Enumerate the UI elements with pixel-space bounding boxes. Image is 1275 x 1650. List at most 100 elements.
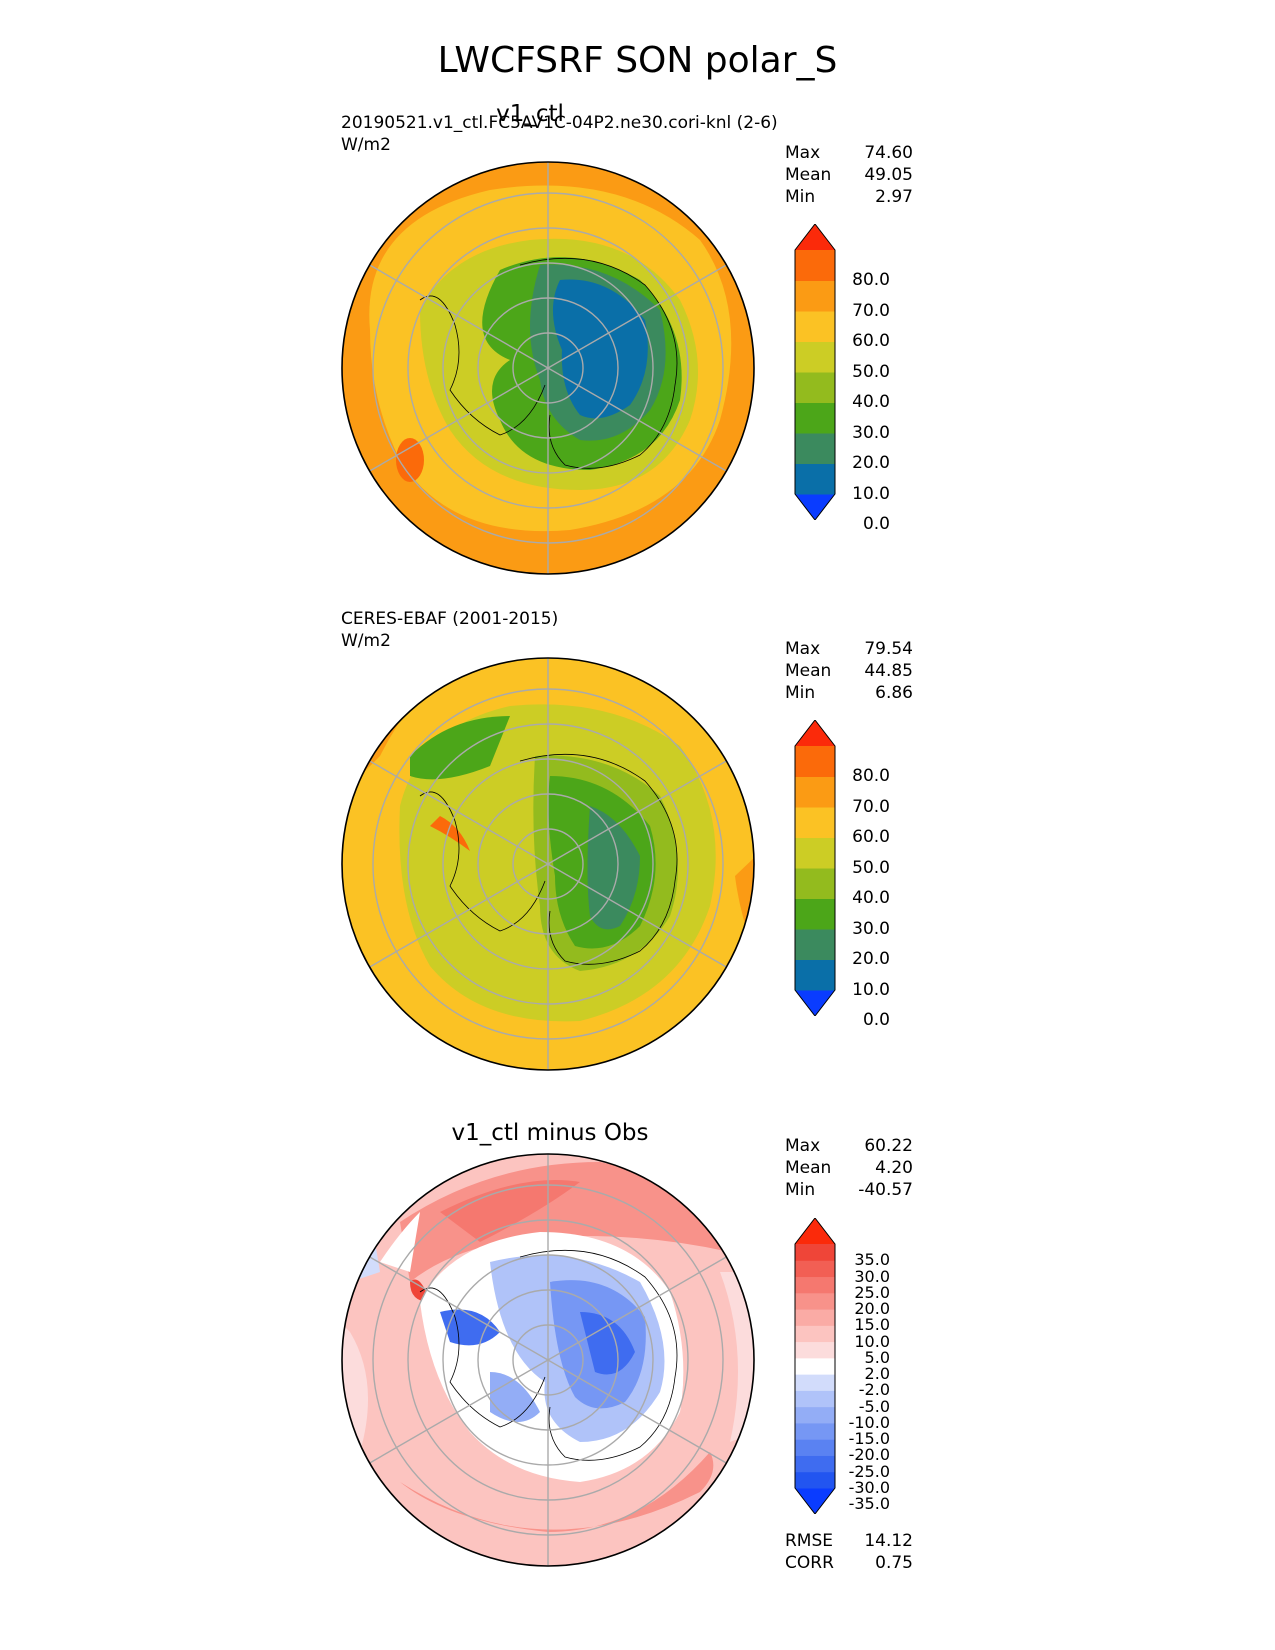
colorbar-tick-label: 60.0: [852, 331, 890, 351]
stat-mean-value: 44.85: [864, 661, 913, 681]
colorbar-tick-label: 20.0: [852, 453, 890, 473]
colorbar-swatch: [795, 1471, 835, 1489]
colorbar-swatch: [795, 311, 835, 342]
colorbar-tick-label: -10.0: [848, 1412, 890, 1432]
colorbar-tick-label: 5.0: [864, 1347, 890, 1367]
colorbar-over-arrow: [795, 1218, 835, 1244]
colorbar-tick-label: 0.0: [862, 1010, 890, 1030]
panel-units-test: W/m2: [341, 135, 391, 155]
stat-mean-label: Mean: [785, 661, 832, 681]
colorbar-swatch: [795, 959, 835, 991]
figure-title: LWCFSRF SON polar_S: [437, 40, 838, 81]
colorbar-swatch: [795, 898, 835, 930]
colorbar-tick-label: 50.0: [852, 857, 890, 878]
stat-max-label: Max: [785, 1136, 821, 1156]
stat-mean-label: Mean: [785, 1158, 832, 1178]
colorbar-under-arrow: [795, 990, 835, 1016]
stat-min-label: Min: [785, 1180, 816, 1200]
rmse-label: RMSE: [785, 1531, 834, 1551]
colorbar-swatches-test: [794, 224, 836, 520]
colorbar-swatch: [795, 1422, 835, 1440]
colorbar-tick-label: 80.0: [852, 270, 890, 290]
panel-label-test: 20190521.v1_ctl.FC5AV1C-04P2.ne30.cori-k…: [341, 113, 778, 133]
colorbar-tick-label: -20.0: [848, 1445, 890, 1465]
stat-min-value: -40.57: [858, 1180, 913, 1200]
colorbar-swatch: [795, 929, 835, 960]
colorbar-swatch: [795, 868, 835, 899]
colorbar-tick-label: -30.0: [848, 1478, 890, 1497]
colorbar-tick-label: -35.0: [848, 1494, 890, 1514]
rmse-value: 14.12: [864, 1531, 913, 1551]
colorbar-swatch: [795, 1406, 835, 1424]
polar-map-test: [341, 161, 755, 575]
colorbar-tick-label: 30.0: [852, 918, 890, 939]
colorbar-tick-label: 50.0: [852, 361, 890, 382]
stat-max-value: 60.22: [864, 1136, 913, 1156]
colorbar-tick-label: 30.0: [852, 422, 890, 443]
colorbar-swatches-diff: [794, 1218, 836, 1514]
stat-min-value: 2.97: [875, 187, 913, 207]
colorbar-swatch: [795, 807, 835, 838]
polar-map-reference: [341, 657, 755, 1071]
colorbar-outline: [794, 1218, 836, 1514]
colorbar-tick-label: 60.0: [852, 827, 890, 847]
colorbar-swatch: [795, 1439, 835, 1456]
stat-min-label: Min: [785, 683, 816, 703]
colorbar-tick-label: 10.0: [854, 1331, 890, 1351]
stats-diff-error: RMSE 14.12 CORR 0.75: [785, 1530, 913, 1574]
colorbar-tick-label: 20.0: [852, 949, 890, 969]
colorbar-outline: [794, 720, 836, 1016]
colorbar-tick-label: 40.0: [852, 392, 890, 412]
colorbar-tick-label: -5.0: [858, 1396, 890, 1416]
colorbar-swatch: [795, 837, 835, 869]
colorbar-swatch: [795, 1390, 835, 1408]
panel-label-reference: CERES-EBAF (2001-2015): [341, 609, 559, 629]
colorbar-swatch: [795, 1374, 835, 1391]
colorbar-swatch: [795, 1357, 835, 1375]
colorbar-tick-label: 2.0: [864, 1364, 890, 1384]
colorbar-tick-label: 0.0: [862, 514, 890, 534]
stat-min-label: Min: [785, 187, 816, 207]
colorbar-swatch: [795, 1244, 835, 1261]
colorbar-tick-label: 30.0: [854, 1266, 890, 1286]
colorbar-swatch: [795, 372, 835, 403]
colorbar-tick-label: 20.0: [854, 1299, 890, 1319]
colorbar-under-arrow: [795, 494, 835, 520]
colorbar-ticks-test: 80.0 70.0 60.0 50.0 40.0 30.0 20.0 10.0 0.0: [830, 224, 900, 533]
stat-max-label: Max: [785, 639, 821, 659]
colorbar-swatch: [795, 463, 835, 495]
stat-mean-label: Mean: [785, 165, 832, 185]
stat-max-value: 74.60: [864, 143, 913, 163]
colorbar-swatch: [795, 402, 835, 434]
colorbar-tick-label: 10.0: [852, 483, 890, 504]
colorbar-over-arrow: [795, 720, 835, 746]
colorbar-tick-label: 80.0: [852, 766, 890, 786]
colorbar-tick-label: 70.0: [852, 300, 890, 321]
colorbar-swatch: [795, 1455, 835, 1473]
panel-title-diff: v1_ctl minus Obs: [451, 1120, 649, 1146]
colorbar-ticks-diff: 35.0 30.0 25.0 20.0 15.0 10.0 5.0 2.0 -2.0 -5.0 -1…: [830, 1218, 900, 1514]
colorbar-swatch: [795, 433, 835, 464]
stats-reference: Max 79.54 Mean 44.85 Min 6.86: [785, 638, 913, 704]
colorbar-swatch: [795, 250, 835, 281]
colorbar-ticks-reference: 80.0 70.0 60.0 50.0 40.0 30.0 20.0 10.0 0.0: [830, 720, 900, 1029]
corr-value: 0.75: [875, 1553, 913, 1573]
colorbar-swatch: [795, 1325, 835, 1343]
colorbar-tick-label: -2.0: [858, 1380, 890, 1400]
colorbar-swatch: [795, 341, 835, 373]
colorbar-swatch: [795, 776, 835, 808]
polar-map-diff: [341, 1153, 755, 1567]
colorbar-tick-label: -25.0: [848, 1461, 890, 1481]
colorbar-tick-label: -15.0: [848, 1429, 890, 1449]
colorbar-outline: [794, 224, 836, 520]
colorbar-tick-label: 15.0: [854, 1315, 890, 1335]
stat-min-value: 6.86: [875, 683, 913, 703]
corr-label: CORR: [785, 1553, 834, 1573]
colorbar-swatch: [795, 280, 835, 312]
colorbar-under-arrow: [795, 1488, 835, 1514]
colorbar-tick-label: 10.0: [852, 979, 890, 1000]
stat-max-value: 79.54: [864, 639, 913, 659]
colorbar-tick-label: 25.0: [854, 1282, 890, 1302]
colorbar-tick-label: 70.0: [852, 796, 890, 817]
stat-mean-value: 49.05: [864, 165, 913, 185]
